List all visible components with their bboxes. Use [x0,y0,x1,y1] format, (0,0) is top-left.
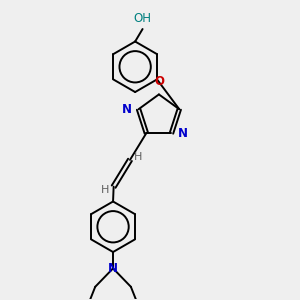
Text: N: N [178,127,188,140]
Text: N: N [108,262,118,275]
Text: N: N [122,103,132,116]
Text: H: H [134,152,142,162]
Text: O: O [154,75,164,88]
Text: OH: OH [134,12,152,25]
Text: H: H [101,184,110,195]
